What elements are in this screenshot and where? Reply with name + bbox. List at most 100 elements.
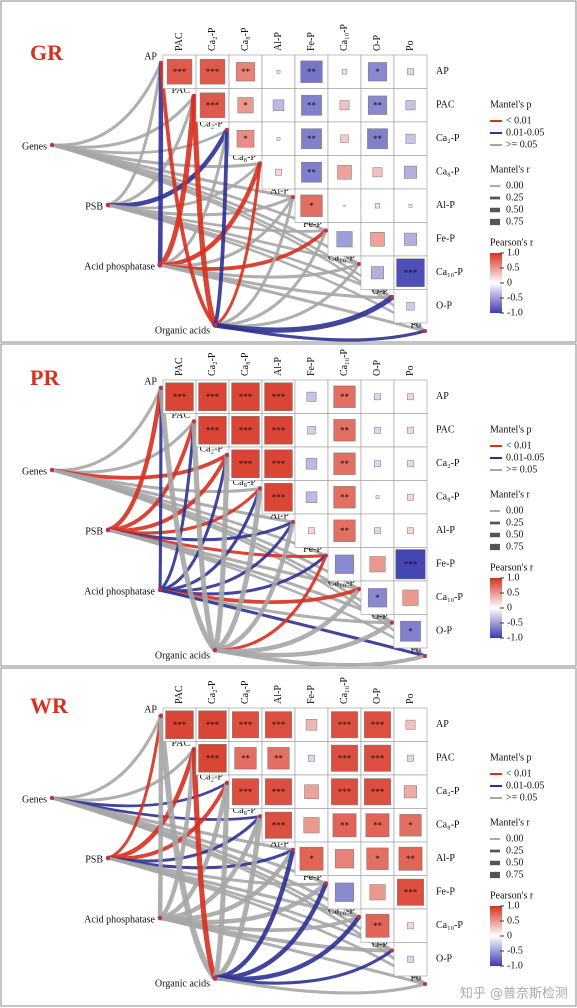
target-node: [357, 915, 361, 919]
source-label: Acid phosphatase: [84, 261, 155, 272]
row-label: Fe-P: [436, 234, 455, 245]
mantel-link: [191, 93, 218, 328]
mantel-link: [159, 61, 217, 327]
cell: [331, 711, 358, 739]
cell: [333, 452, 356, 475]
colorbar: [490, 906, 502, 966]
cell: [369, 884, 386, 901]
source-node: [212, 322, 218, 328]
cell: [334, 849, 355, 869]
r-legend-title: Mantel's r: [490, 489, 531, 500]
mantel-link: [158, 385, 218, 653]
target-label: PAC: [171, 410, 190, 421]
column-label: Al-P: [273, 32, 284, 51]
cell: [276, 69, 281, 74]
row-label: Ca₈-P: [436, 167, 460, 178]
cell: [374, 527, 381, 535]
colorbar-label: -0.5: [507, 617, 523, 628]
r-legend-label: 0.25: [506, 192, 524, 203]
mantel-link: [158, 486, 262, 592]
cell-stars: **: [340, 526, 350, 536]
target-node: [225, 453, 229, 457]
cell-stars: **: [340, 492, 350, 502]
target-label: Ca₁₀-P: [328, 252, 355, 263]
cell: [333, 419, 356, 442]
cell: [340, 134, 349, 143]
cell: [232, 778, 259, 806]
target-node: [390, 295, 394, 300]
target-node: [258, 486, 262, 491]
row-label: Al-P: [436, 853, 455, 864]
r-legend-label: 0.00: [506, 505, 524, 516]
target-label: Al-P: [270, 510, 289, 521]
row-label: AP: [436, 719, 449, 730]
cell-stars: ***: [404, 268, 418, 278]
target-label: Fe-P: [303, 872, 322, 883]
cell: [336, 231, 353, 248]
mantel-link: [106, 714, 163, 860]
colorbar-label: 1.0: [507, 572, 520, 583]
colorbar-label: 0: [507, 602, 512, 613]
cell-stars: **: [340, 820, 350, 830]
p-legend-label: < 0.01: [506, 440, 532, 451]
target-node: [159, 61, 163, 65]
cell-stars: *: [375, 67, 380, 77]
cell: [405, 719, 416, 730]
cell: [331, 778, 358, 806]
mantel-link: [212, 519, 296, 653]
colorbar-label: 0.5: [507, 587, 520, 598]
cell: [334, 554, 355, 574]
cell: [303, 817, 320, 834]
cell-border: [228, 121, 263, 156]
cell-stars: ***: [173, 67, 187, 77]
colorbar-label: 0.5: [507, 262, 520, 273]
colorbar-label: -1.0: [507, 632, 523, 643]
cell-stars: ***: [239, 720, 253, 730]
cell: [407, 68, 414, 76]
source-label: Genes: [22, 466, 47, 477]
target-node: [192, 94, 196, 99]
target-label: AP: [144, 376, 157, 387]
cell: [237, 97, 254, 114]
cell-stars: **: [373, 134, 383, 144]
row-label: Ca₂-P: [436, 458, 460, 469]
cell: [339, 100, 350, 111]
cell: [407, 426, 414, 434]
source-node: [49, 467, 55, 473]
target-node: [192, 747, 196, 752]
cell: [371, 266, 384, 280]
mantel-link: [212, 813, 263, 981]
mantel-link: [106, 419, 196, 532]
source-label: PSB: [85, 854, 103, 865]
watermark: 知乎 @普奈斯检测: [460, 986, 568, 1002]
target-node: [324, 228, 328, 233]
cell: [264, 483, 293, 512]
r-legend-label: 0.50: [506, 529, 524, 540]
target-label: O-P: [372, 939, 389, 950]
colorbar-label: 0.5: [507, 915, 520, 926]
cell-stars: ***: [272, 425, 286, 435]
cell: [404, 165, 417, 179]
cell: [300, 194, 323, 217]
cell: [405, 100, 416, 111]
r-legend-title: Mantel's r: [490, 164, 531, 175]
cell-stars: ***: [338, 720, 352, 730]
mantel-link: [105, 385, 164, 533]
mantel-link: [213, 161, 262, 327]
cell-stars: ***: [173, 720, 187, 730]
cell: [198, 710, 227, 739]
cell-stars: **: [340, 459, 350, 469]
column-label: Ca₂-P: [207, 352, 218, 376]
cell: [198, 416, 227, 445]
cell-stars: ***: [272, 720, 286, 730]
target-label: Ca₁₀-P: [328, 905, 355, 916]
source-label: Organic acids: [155, 978, 210, 989]
cell: [370, 232, 385, 247]
cell: [264, 449, 293, 478]
target-label: O-P: [372, 286, 389, 297]
cell: [365, 913, 390, 938]
cell: [407, 955, 414, 963]
r-legend-label: 0.75: [506, 869, 524, 880]
cell: [337, 165, 352, 180]
r-legend-label: 0.50: [506, 204, 524, 215]
